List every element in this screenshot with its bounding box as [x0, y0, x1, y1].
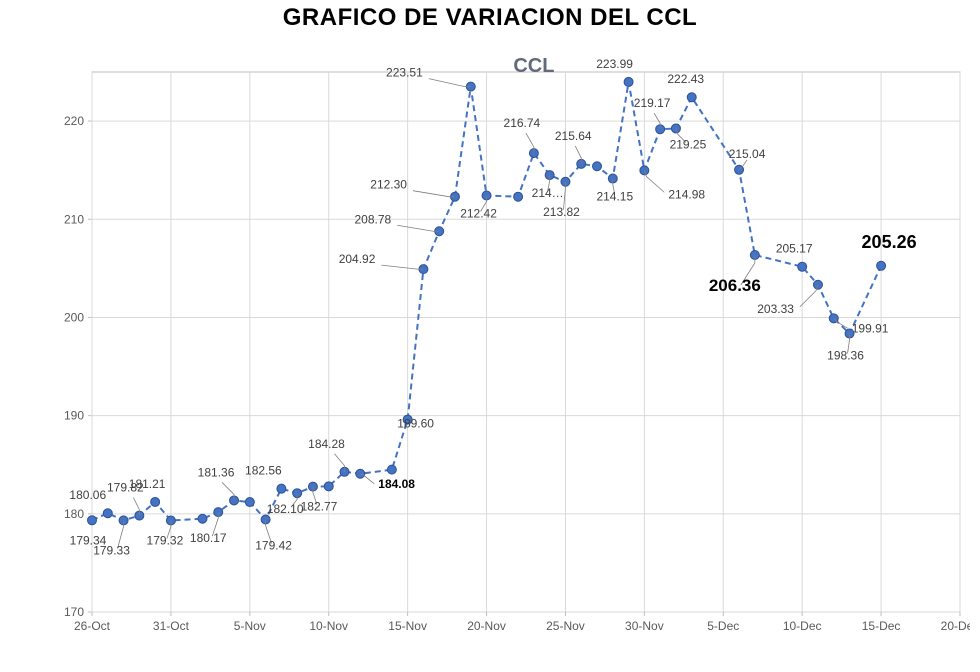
data-label: 215.04 — [729, 147, 766, 161]
y-tick-label: 190 — [64, 409, 84, 423]
x-tick-label: 25-Nov — [546, 619, 585, 633]
data-label: 203.33 — [757, 302, 794, 316]
data-label: 205.26 — [862, 232, 917, 252]
data-label: 214.98 — [668, 187, 705, 201]
x-tick-label: 30-Nov — [625, 619, 664, 633]
data-label: 181.21 — [129, 477, 166, 491]
data-label: 204.92 — [339, 252, 376, 266]
data-point — [88, 516, 97, 525]
data-label: 180.06 — [69, 488, 106, 502]
series-label: CCL — [513, 55, 554, 77]
data-point — [593, 162, 602, 171]
data-point — [877, 261, 886, 270]
data-label: 208.78 — [354, 212, 391, 226]
data-point — [277, 484, 286, 493]
y-tick-label: 200 — [64, 310, 84, 324]
data-label: 223.99 — [596, 57, 633, 71]
data-point — [103, 509, 112, 518]
data-label: 184.28 — [308, 437, 345, 451]
data-label: 214.15 — [596, 190, 633, 204]
data-label: 182.56 — [245, 464, 282, 478]
data-label: 199.91 — [852, 321, 889, 335]
plot-area: 170 180 190 200 210 220 26-Oct 31-Oct 5-Nov 10-No… — [50, 42, 970, 642]
chart-title: GRAFICO DE VARIACION DEL CCL — [0, 4, 980, 32]
chart-svg: 170 180 190 200 210 220 26-Oct 31-Oct 5-Nov 10-No… — [50, 42, 970, 642]
data-point — [245, 498, 254, 507]
y-tick-label: 220 — [64, 114, 84, 128]
data-label: 219.25 — [670, 137, 707, 151]
data-label: 222.43 — [667, 72, 704, 86]
data-label: 182.10 — [267, 502, 304, 516]
x-tick-label: 15-Dec — [862, 619, 901, 633]
x-tick-label: 10-Nov — [309, 619, 348, 633]
data-label: 214… — [532, 186, 564, 200]
data-label: 219.17 — [634, 96, 671, 110]
data-label: 182.77 — [301, 500, 338, 514]
data-point — [324, 482, 333, 491]
data-point — [624, 77, 633, 86]
data-label: 189.60 — [397, 417, 434, 431]
data-label: 223.51 — [386, 66, 423, 80]
y-tick-label: 210 — [64, 212, 84, 226]
data-label: 216.74 — [504, 116, 541, 130]
x-tick-label: 15-Nov — [388, 619, 427, 633]
x-tick-label: 10-Dec — [783, 619, 822, 633]
data-label: 212.42 — [460, 207, 497, 221]
x-tick-label: 20-Nov — [467, 619, 506, 633]
data-point — [151, 497, 160, 506]
data-point — [687, 93, 696, 102]
chart-container: GRAFICO DE VARIACION DEL CCL 170 180 190 20… — [0, 0, 980, 672]
x-tick-label: 31-Oct — [153, 619, 190, 633]
data-label: 179.42 — [255, 539, 292, 553]
data-point — [387, 465, 396, 474]
data-label: 205.17 — [776, 242, 813, 256]
data-point — [198, 514, 207, 523]
y-tick-label: 170 — [64, 605, 84, 619]
data-label: 179.32 — [147, 533, 184, 547]
data-label: 215.64 — [555, 129, 592, 143]
x-tick-label: 5-Nov — [234, 619, 266, 633]
data-label: 180.17 — [190, 531, 227, 545]
x-tick-label: 26-Oct — [74, 619, 111, 633]
data-point — [514, 192, 523, 201]
y-tick-label: 180 — [64, 507, 84, 521]
x-tick-label: 5-Dec — [707, 619, 739, 633]
data-label: 198.36 — [827, 349, 864, 363]
data-label: 212.30 — [370, 178, 407, 192]
data-label: 179.33 — [93, 543, 130, 557]
data-point — [798, 262, 807, 271]
data-label: 181.36 — [198, 465, 235, 479]
data-label: 184.08 — [378, 477, 415, 491]
x-tick-label: 20-Dec — [941, 619, 970, 633]
data-label: 206.36 — [709, 276, 761, 295]
data-label: 213.82 — [543, 205, 580, 219]
